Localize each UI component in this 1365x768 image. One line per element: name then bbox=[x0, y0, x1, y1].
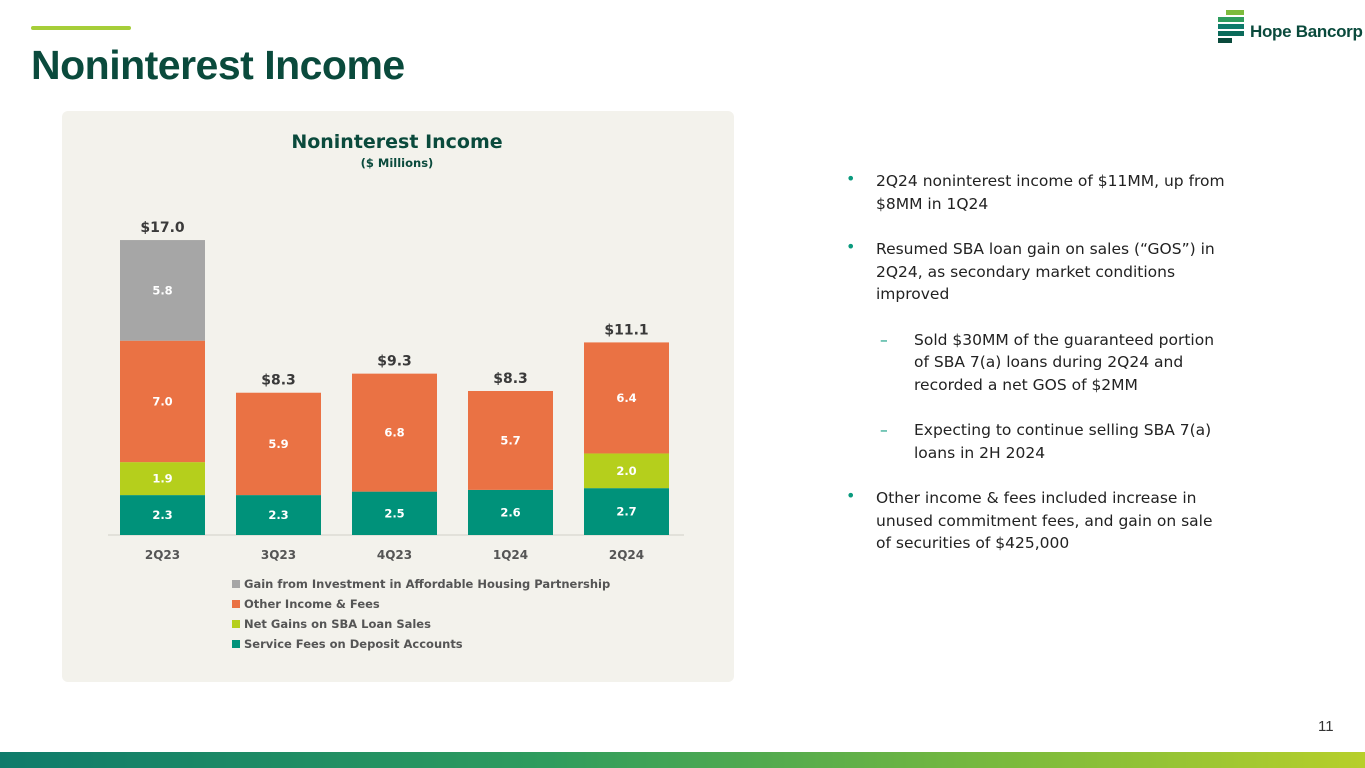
data-label: 7.0 bbox=[152, 394, 172, 408]
bar-segment bbox=[120, 495, 205, 535]
bar-segment bbox=[468, 489, 553, 535]
bullet-dot-icon: • bbox=[846, 169, 856, 188]
bullet-text: Sold $30MM of the guaranteed portion of … bbox=[914, 330, 1215, 394]
bullet-text: Expecting to continue selling SBA 7(a) l… bbox=[914, 421, 1212, 462]
bar-segment bbox=[352, 373, 437, 492]
legend-label: Gain from Investment in Affordable Housi… bbox=[244, 577, 610, 591]
bar-segment bbox=[236, 392, 321, 496]
total-label: $17.0 bbox=[140, 220, 185, 236]
legend-label: Net Gains on SBA Loan Sales bbox=[244, 617, 431, 631]
title-accent-line bbox=[31, 26, 131, 30]
legend-label: Service Fees on Deposit Accounts bbox=[244, 637, 463, 651]
bullet-item: • Resumed SBA loan gain on sales (“GOS”) … bbox=[846, 237, 1226, 306]
bar-segment bbox=[584, 453, 669, 489]
footer-gradient-bar bbox=[0, 752, 1365, 768]
data-label: 2.7 bbox=[616, 505, 636, 519]
bar-segment bbox=[120, 462, 205, 496]
bullet-text: Other income & fees included increase in… bbox=[876, 489, 1213, 552]
data-label: 2.3 bbox=[268, 508, 288, 522]
data-label: 2.6 bbox=[500, 505, 520, 519]
bullet-list: • 2Q24 noninterest income of $11MM, up fr… bbox=[846, 169, 1226, 578]
total-label: $8.3 bbox=[261, 373, 296, 389]
bar-segment bbox=[236, 495, 321, 535]
bullet-dot-icon: • bbox=[846, 486, 856, 505]
logo-text: Hope Bancorp bbox=[1250, 22, 1363, 41]
bullet-text: Resumed SBA loan gain on sales (“GOS”) i… bbox=[876, 240, 1215, 303]
data-label: 5.7 bbox=[500, 433, 520, 447]
data-label: 6.8 bbox=[384, 426, 404, 440]
bullet-item: • 2Q24 noninterest income of $11MM, up fr… bbox=[846, 169, 1226, 215]
bar-segment bbox=[584, 488, 669, 535]
bullet-dot-icon: • bbox=[846, 237, 856, 256]
bar-segment bbox=[120, 240, 205, 341]
bullet-item: • Other income & fees included increase i… bbox=[846, 486, 1226, 555]
chart-title: Noninterest Income bbox=[291, 131, 502, 153]
chart-panel: Noninterest Income ($ Millions) 2.3 1.9 7.… bbox=[62, 111, 734, 682]
bar-segment bbox=[584, 342, 669, 454]
legend-swatch bbox=[232, 580, 240, 588]
company-logo: Hope Bancorp bbox=[1216, 10, 1363, 44]
data-label: 1.9 bbox=[152, 472, 172, 486]
x-tick-label: 1Q24 bbox=[493, 548, 528, 562]
stacked-bar-chart: Noninterest Income ($ Millions) 2.3 1.9 7.… bbox=[108, 131, 684, 651]
x-tick-label: 2Q24 bbox=[609, 548, 644, 562]
data-label: 2.5 bbox=[384, 506, 404, 520]
total-label: $9.3 bbox=[377, 354, 412, 370]
data-label: 6.4 bbox=[616, 391, 636, 405]
page-number: 11 bbox=[1318, 718, 1334, 735]
bullet-text: 2Q24 noninterest income of $11MM, up fro… bbox=[876, 172, 1225, 213]
legend-swatch bbox=[232, 620, 240, 628]
legend-label: Other Income & Fees bbox=[244, 597, 380, 611]
logo-mark-icon bbox=[1218, 10, 1244, 43]
data-label: 2.0 bbox=[616, 464, 636, 478]
dash-icon: – bbox=[880, 421, 888, 439]
data-label: 2.3 bbox=[152, 508, 172, 522]
dash-icon: – bbox=[880, 330, 888, 349]
bar-segment bbox=[120, 340, 205, 463]
page-title: Noninterest Income bbox=[31, 42, 405, 88]
bar-segment bbox=[352, 491, 437, 535]
bar-segment bbox=[468, 390, 553, 490]
legend-swatch bbox=[232, 600, 240, 608]
total-label: $8.3 bbox=[493, 371, 528, 387]
sub-bullet-item: – Sold $30MM of the guaranteed portion of… bbox=[846, 329, 1226, 397]
legend-swatch bbox=[232, 640, 240, 648]
sub-bullet-item: – Expecting to continue selling SBA 7(a) … bbox=[846, 419, 1226, 464]
total-label: $11.1 bbox=[604, 322, 648, 338]
x-tick-label: 2Q23 bbox=[145, 548, 180, 562]
x-tick-label: 4Q23 bbox=[377, 548, 412, 562]
data-label: 5.9 bbox=[268, 437, 288, 451]
data-label: 5.8 bbox=[152, 283, 172, 297]
x-tick-label: 3Q23 bbox=[261, 548, 296, 562]
chart-subtitle: ($ Millions) bbox=[361, 156, 434, 170]
